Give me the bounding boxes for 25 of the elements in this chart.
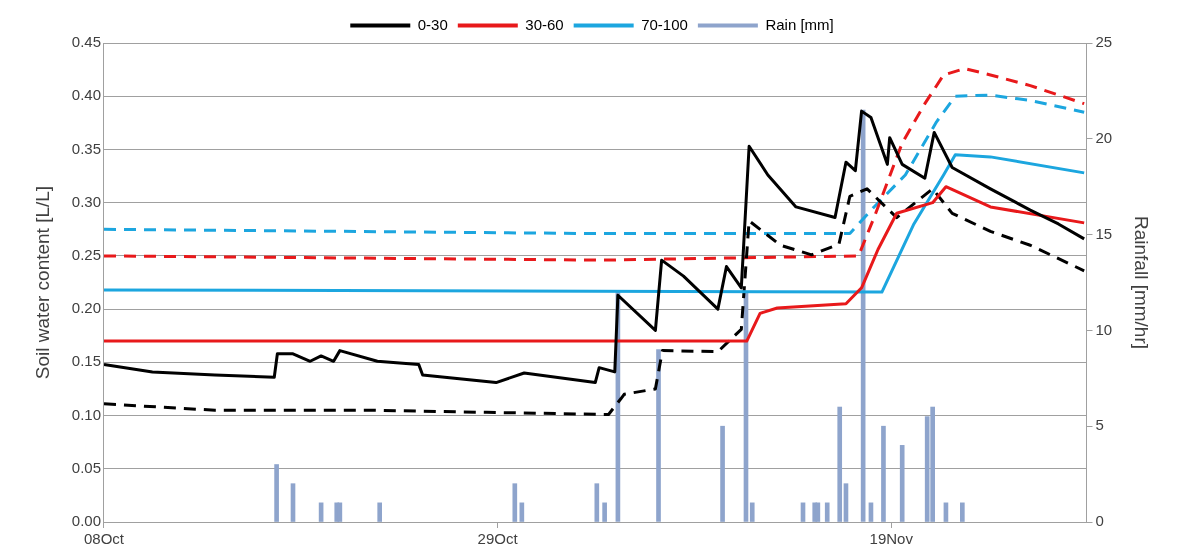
- y-axis-title: Soil water content [L/L]: [31, 185, 53, 380]
- y2-tick-label: 15: [1095, 224, 1113, 242]
- x-tick-label: 19Nov: [869, 530, 914, 548]
- y-tick-label: 0.05: [71, 458, 101, 476]
- legend-label: 30-60: [525, 15, 564, 33]
- y2-tick-label: 25: [1095, 33, 1113, 51]
- y2-axis-title: Rainfall [mm/hr]: [1131, 215, 1153, 350]
- y-tick-label: 0.20: [71, 299, 101, 317]
- y2-tick-label: 10: [1095, 320, 1113, 338]
- y-tick-label: 0.40: [71, 86, 101, 104]
- x-tick-label: 29Oct: [477, 530, 519, 548]
- y-tick-label: 0.00: [71, 512, 101, 530]
- y2-tick-label: 20: [1095, 128, 1113, 146]
- x-tick-label: 08Oct: [83, 530, 125, 548]
- y-tick-label: 0.45: [71, 33, 101, 51]
- y2-tick-label: 0: [1095, 512, 1104, 530]
- y-tick-label: 0.25: [71, 246, 101, 264]
- legend-label: Rain [mm]: [765, 15, 834, 33]
- y-tick-label: 0.10: [71, 405, 101, 423]
- y-tick-label: 0.15: [71, 352, 101, 370]
- y-tick-label: 0.35: [71, 139, 101, 157]
- y-tick-label: 0.30: [71, 192, 101, 210]
- legend-label: 70-100: [641, 15, 688, 33]
- legend-label: 0-30: [417, 15, 448, 33]
- y2-tick-label: 5: [1095, 416, 1104, 434]
